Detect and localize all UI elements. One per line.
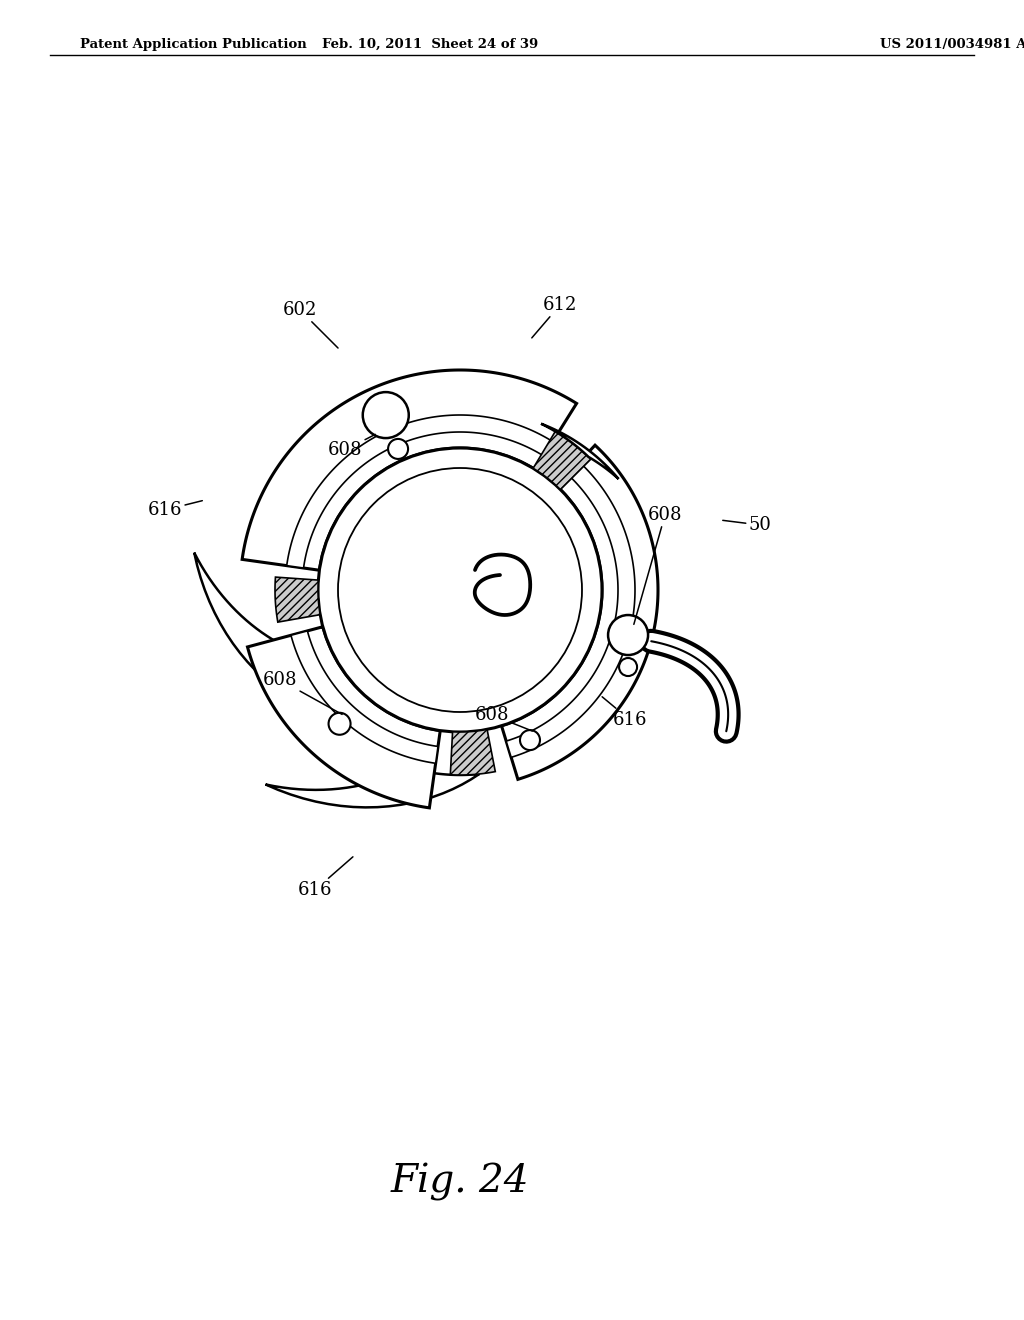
Circle shape [362, 392, 409, 438]
Text: 608: 608 [263, 671, 342, 714]
Text: 616: 616 [147, 500, 203, 519]
Text: 616: 616 [298, 857, 353, 899]
Text: Fig. 24: Fig. 24 [391, 1163, 529, 1201]
Polygon shape [506, 462, 635, 758]
Circle shape [329, 713, 350, 735]
Circle shape [608, 615, 648, 655]
Polygon shape [534, 432, 591, 490]
Polygon shape [275, 577, 321, 622]
Circle shape [388, 440, 409, 459]
Polygon shape [451, 730, 496, 775]
Circle shape [520, 730, 540, 750]
Text: 616: 616 [602, 697, 647, 729]
Circle shape [620, 659, 637, 676]
Polygon shape [248, 627, 440, 808]
Text: 50: 50 [723, 516, 771, 535]
Text: 608: 608 [328, 434, 375, 459]
Polygon shape [502, 445, 658, 779]
Text: 608: 608 [475, 706, 532, 731]
Text: Patent Application Publication: Patent Application Publication [80, 38, 307, 51]
Circle shape [318, 447, 602, 733]
Polygon shape [242, 370, 577, 570]
Polygon shape [541, 424, 618, 479]
Text: Feb. 10, 2011  Sheet 24 of 39: Feb. 10, 2011 Sheet 24 of 39 [322, 38, 539, 51]
Polygon shape [265, 768, 479, 808]
Text: US 2011/0034981 A1: US 2011/0034981 A1 [880, 38, 1024, 51]
Text: 608: 608 [634, 506, 682, 624]
Text: 602: 602 [283, 301, 338, 348]
Polygon shape [291, 631, 438, 763]
Polygon shape [195, 553, 324, 715]
Polygon shape [287, 414, 553, 568]
Text: 612: 612 [531, 296, 578, 338]
Circle shape [338, 469, 582, 711]
